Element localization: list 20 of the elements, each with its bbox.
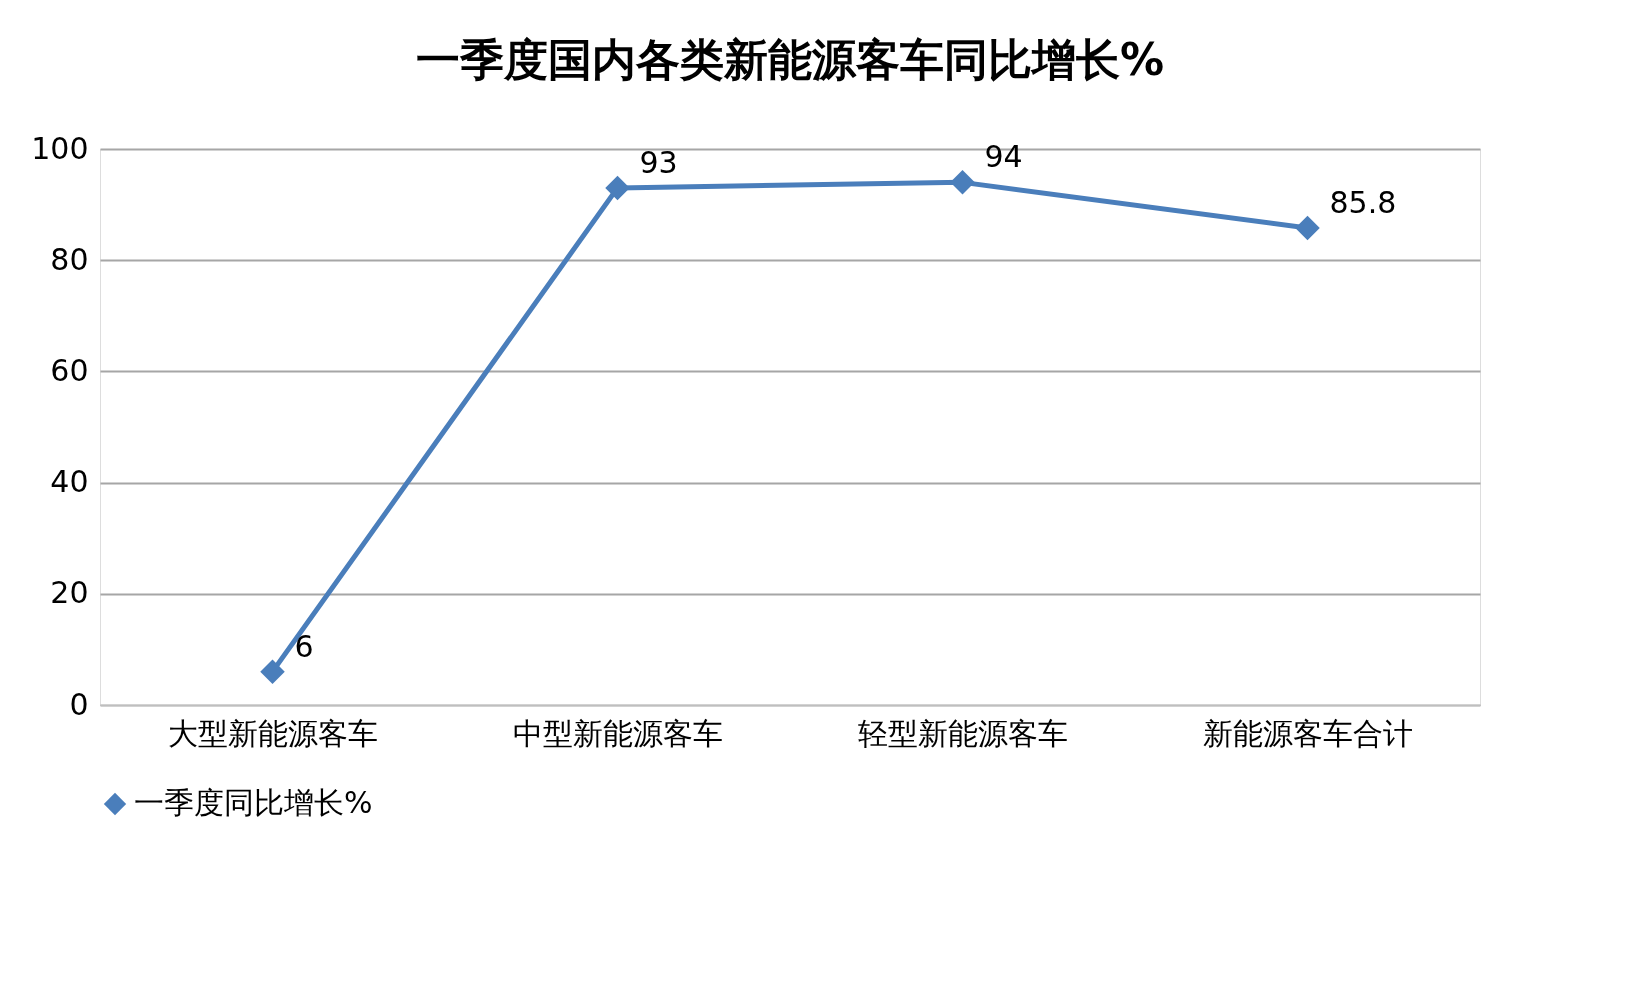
x-tick-label: 新能源客车合计 xyxy=(1203,715,1413,751)
data-label: 6 xyxy=(294,628,314,664)
point xyxy=(950,170,975,195)
point xyxy=(605,175,630,201)
data-label: 93 xyxy=(639,144,678,180)
y-tick-label: 100 xyxy=(31,130,89,166)
chart-title: 一季度国内各类新能源客车同比增长% xyxy=(415,34,1165,85)
y-tick-label: 0 xyxy=(69,686,89,722)
point xyxy=(1295,215,1320,241)
legend-label: 一季度同比增长% xyxy=(134,785,373,820)
x-tick-label: 大型新能源客车 xyxy=(168,715,378,751)
y-tick-label: 40 xyxy=(50,464,89,500)
data-label: 85.8 xyxy=(1329,184,1397,220)
y-tick-label: 80 xyxy=(50,241,89,277)
x-tick-label: 中型新能源客车 xyxy=(513,715,723,751)
point xyxy=(260,659,285,684)
x-tick-label: 轻型新能源客车 xyxy=(858,715,1068,751)
data-label: 94 xyxy=(984,139,1023,175)
y-tick-label: 20 xyxy=(50,575,89,611)
y-tick-label: 60 xyxy=(50,352,89,388)
